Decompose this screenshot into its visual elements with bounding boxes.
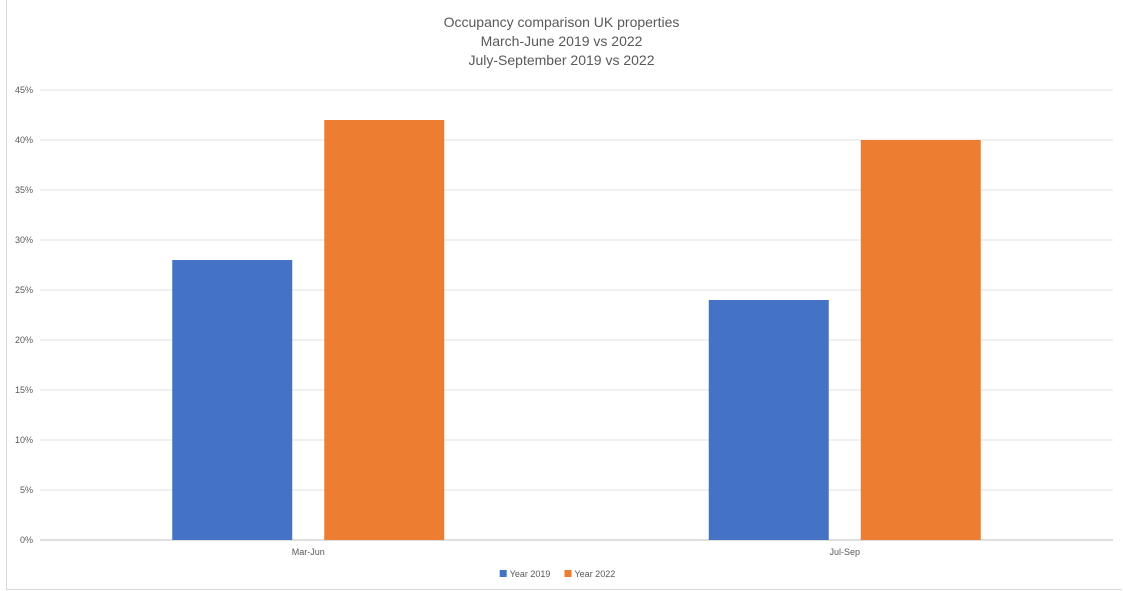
- chart-frame: [6, 0, 1122, 590]
- y-tick-label: 35%: [15, 185, 33, 195]
- y-tick-label: 15%: [15, 385, 33, 395]
- y-tick-label: 30%: [15, 235, 33, 245]
- y-tick-label: 10%: [15, 435, 33, 445]
- y-tick-label: 5%: [20, 485, 33, 495]
- x-tick-label: Jul-Sep: [829, 547, 860, 557]
- chart-title-line-1: Occupancy comparison UK properties: [443, 14, 680, 30]
- y-tick-label: 40%: [15, 135, 33, 145]
- bar: [708, 300, 829, 540]
- x-tick-label: Mar-Jun: [292, 547, 325, 557]
- legend-swatch: [564, 570, 572, 577]
- bar: [860, 140, 981, 540]
- chart-title-line-3: July-September 2019 vs 2022: [468, 52, 655, 68]
- chart-title: Occupancy comparison UK properties March…: [0, 13, 1123, 70]
- y-tick-label: 20%: [15, 335, 33, 345]
- legend-label: Year 2022: [575, 569, 616, 579]
- y-tick-label: 25%: [15, 285, 33, 295]
- bar: [172, 260, 293, 540]
- y-tick-label: 0%: [20, 535, 33, 545]
- bar: [324, 120, 445, 540]
- legend-swatch: [499, 570, 507, 577]
- chart-title-line-2: March-June 2019 vs 2022: [480, 33, 643, 49]
- y-tick-label: 45%: [15, 85, 33, 95]
- legend-label: Year 2019: [510, 569, 551, 579]
